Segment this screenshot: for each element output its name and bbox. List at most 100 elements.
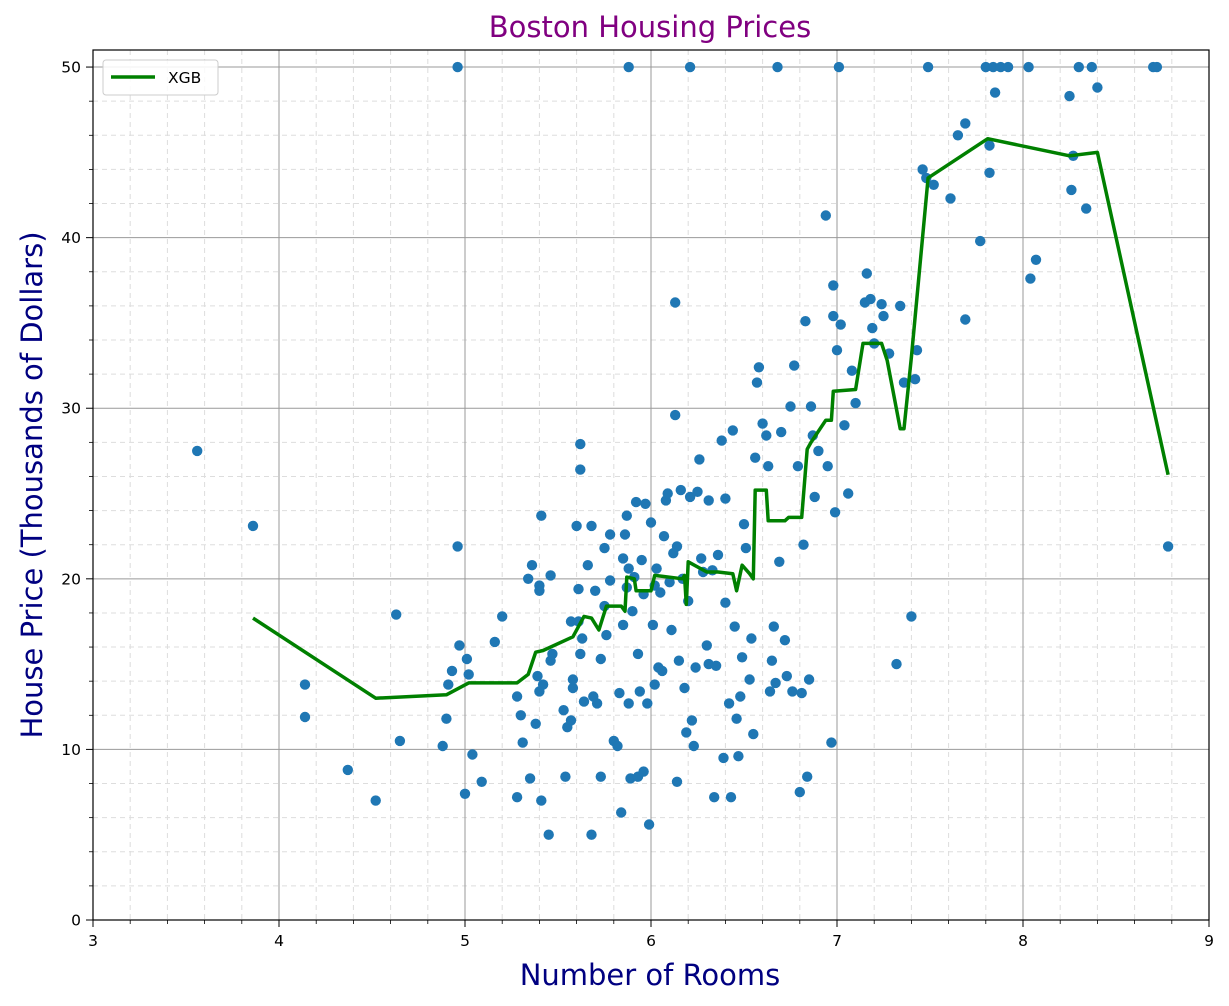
data-point (530, 718, 541, 729)
x-tick-label: 4 (274, 932, 284, 950)
data-point (1092, 82, 1103, 93)
data-point (459, 788, 471, 799)
data-point (909, 374, 921, 385)
data-point (543, 829, 554, 840)
data-point (634, 686, 645, 697)
data-point (443, 679, 454, 690)
data-point (761, 430, 772, 441)
data-point (645, 517, 657, 528)
data-point (826, 737, 837, 748)
data-point (476, 776, 487, 787)
legend-box (102, 59, 219, 96)
data-point (547, 648, 558, 660)
data-point (725, 792, 737, 803)
data-point (802, 771, 813, 782)
data-point (829, 507, 841, 518)
data-point (803, 674, 815, 685)
data-point (523, 573, 534, 584)
data-point (833, 61, 845, 73)
data-point (671, 776, 683, 787)
data-point (867, 322, 878, 334)
data-point (694, 454, 705, 465)
data-point (623, 698, 634, 709)
data-point (441, 713, 452, 724)
data-point (770, 677, 781, 689)
data-point (805, 401, 817, 412)
data-point (655, 587, 666, 598)
data-point (684, 491, 696, 503)
data-point (712, 549, 724, 561)
data-point (744, 674, 755, 685)
data-point (630, 496, 642, 508)
legend-label-xgb: XGB (168, 69, 201, 87)
data-point (748, 728, 759, 740)
data-point (1030, 254, 1042, 265)
data-point (952, 130, 964, 141)
data-point (750, 452, 761, 463)
data-point (828, 280, 839, 291)
data-point (988, 61, 999, 73)
data-point (716, 435, 727, 446)
data-point (623, 61, 634, 73)
data-point (774, 556, 785, 567)
data-point (463, 669, 474, 680)
data-point (960, 314, 971, 325)
data-point (537, 679, 549, 690)
data-point (865, 293, 876, 305)
data-point (710, 660, 722, 671)
x-tick-label: 8 (1018, 932, 1028, 950)
data-point (686, 715, 698, 726)
data-point (984, 140, 995, 151)
data-point (560, 771, 571, 782)
data-point (604, 529, 616, 540)
data-point (617, 619, 629, 631)
data-point (995, 61, 1006, 73)
data-point (651, 563, 662, 574)
data-point (511, 691, 523, 702)
data-point (1151, 61, 1163, 73)
data-point (764, 686, 776, 697)
data-point (497, 611, 508, 622)
data-point (690, 662, 701, 673)
data-point (820, 210, 831, 221)
data-point (733, 751, 744, 762)
data-point (794, 786, 805, 798)
data-point (517, 737, 528, 748)
y-axis-label: House Price (Thousands of Dollars) (15, 231, 49, 738)
y-tick-label: 50 (61, 59, 81, 77)
xgb-series-line (252, 136, 1170, 700)
data-point (740, 542, 752, 554)
data-point (768, 621, 779, 632)
data-point (643, 819, 655, 830)
data-point (612, 740, 623, 752)
data-point (701, 640, 712, 651)
data-point (614, 687, 625, 699)
y-tick-label: 20 (61, 570, 81, 588)
chart-title: Boston Housing Prices (489, 10, 811, 44)
data-point (703, 495, 714, 506)
data-point (738, 519, 750, 530)
data-point (831, 345, 843, 356)
data-point (662, 488, 673, 499)
data-point (586, 520, 597, 532)
data-point (1066, 184, 1077, 196)
data-point (567, 674, 579, 685)
data-point (536, 510, 547, 521)
data-point (452, 61, 463, 73)
data-point (718, 752, 729, 764)
data-point (394, 735, 406, 747)
data-point (573, 583, 584, 595)
data-point (590, 585, 601, 596)
data-point (796, 687, 807, 699)
data-point (720, 493, 731, 504)
data-point (772, 61, 783, 73)
data-point (621, 510, 632, 521)
data-point (736, 652, 748, 663)
data-point (601, 629, 612, 641)
data-point (524, 773, 536, 784)
data-point (1064, 90, 1075, 102)
data-point (1002, 61, 1014, 73)
data-point (696, 553, 707, 564)
data-point (989, 87, 1001, 98)
data-point (647, 619, 659, 631)
